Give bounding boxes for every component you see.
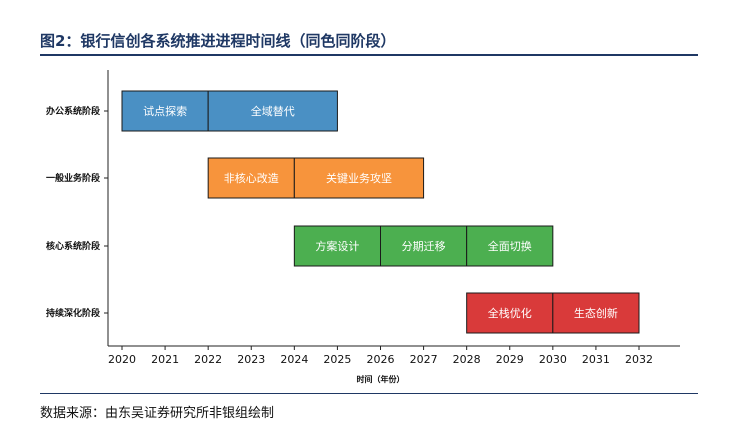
bar-label: 试点探索 bbox=[143, 104, 187, 118]
bar-label: 生态创新 bbox=[574, 306, 618, 320]
gantt-bar bbox=[466, 225, 554, 267]
x-tick-label: 2026 bbox=[367, 353, 395, 366]
figure-title: 图2：银行信创各系统推进进程时间线（同色同阶段） bbox=[40, 32, 396, 50]
gantt-bar bbox=[207, 90, 338, 132]
gantt-bar bbox=[466, 292, 554, 334]
bar-label: 关键业务攻坚 bbox=[326, 171, 392, 185]
bar-label: 全域替代 bbox=[251, 104, 295, 118]
x-tick-label: 2025 bbox=[323, 353, 351, 366]
x-tick-label: 2029 bbox=[496, 353, 524, 366]
bar-label: 全面切换 bbox=[488, 239, 532, 253]
title-rule bbox=[40, 54, 698, 56]
bar-label: 非核心改造 bbox=[224, 171, 279, 185]
source-note: 数据来源：由东吴证券研究所非银组绘制 bbox=[40, 406, 275, 421]
y-category-label: 持续深化阶段 bbox=[46, 307, 101, 319]
x-tick-label: 2022 bbox=[194, 353, 222, 366]
y-category-label: 办公系统阶段 bbox=[46, 105, 101, 117]
x-tick-label: 2023 bbox=[237, 353, 265, 366]
x-tick-label: 2021 bbox=[151, 353, 179, 366]
x-tick-label: 2028 bbox=[453, 353, 481, 366]
bar-label: 分期迁移 bbox=[402, 240, 446, 253]
x-tick-label: 2027 bbox=[410, 353, 438, 366]
gantt-bar bbox=[293, 157, 425, 199]
bar-label: 全栈优化 bbox=[488, 306, 532, 320]
y-category-label: 一般业务阶段 bbox=[46, 172, 101, 184]
footer-rule bbox=[40, 393, 698, 394]
bar-label: 方案设计 bbox=[315, 239, 359, 253]
gantt-bar bbox=[552, 292, 640, 334]
y-category-label: 核心系统阶段 bbox=[46, 240, 101, 252]
x-tick-label: 2024 bbox=[280, 353, 308, 366]
x-tick-label: 2020 bbox=[108, 353, 136, 366]
x-tick-label: 2031 bbox=[582, 353, 610, 366]
x-tick-label: 2032 bbox=[625, 353, 653, 366]
x-tick-label: 2030 bbox=[539, 353, 567, 366]
x-axis-label: 时间（年份） bbox=[357, 374, 405, 384]
gantt-bar bbox=[207, 157, 295, 199]
gantt-bar bbox=[380, 225, 468, 267]
